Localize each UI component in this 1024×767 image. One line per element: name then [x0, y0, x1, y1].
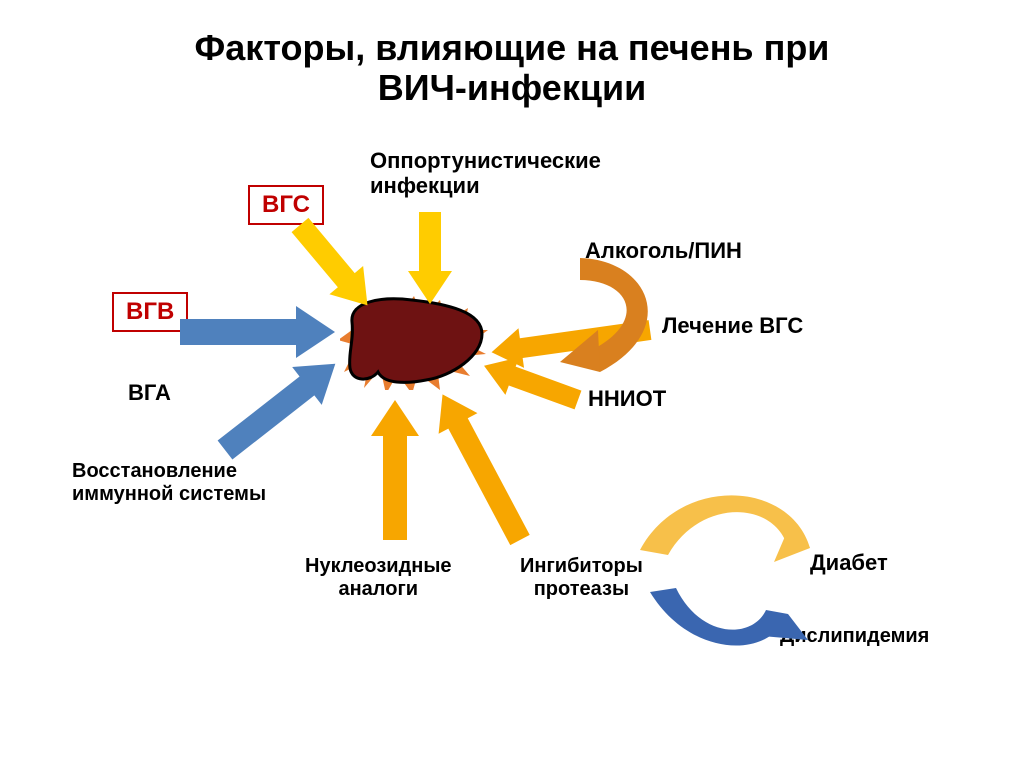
diabetes-arrow: [640, 495, 810, 562]
dyslip-arrow: [650, 588, 808, 645]
alcohol-arrow: [560, 258, 648, 372]
arrows-curved: [0, 0, 1024, 767]
